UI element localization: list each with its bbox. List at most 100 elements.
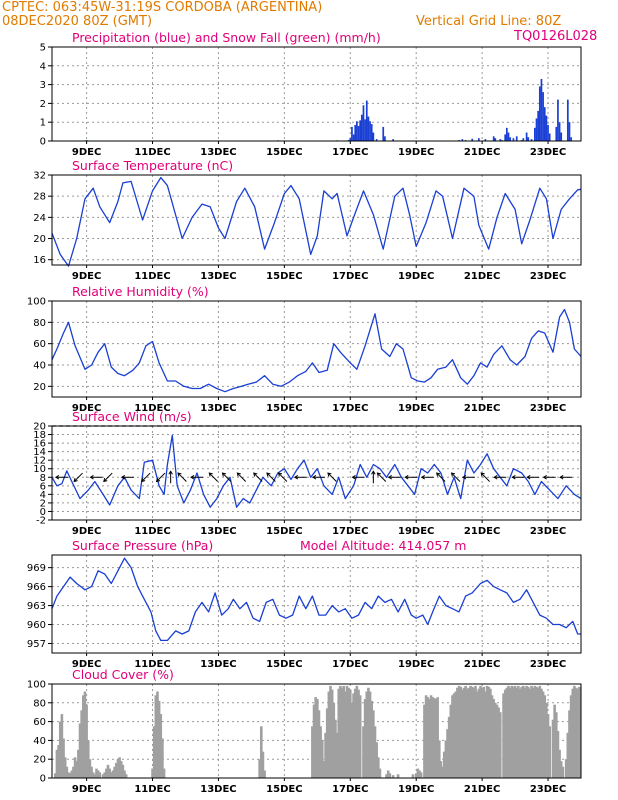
cloud-bar — [461, 689, 464, 778]
cloud-bar — [88, 759, 92, 778]
cloud-bar — [434, 699, 438, 778]
wind-arrow — [493, 475, 507, 480]
cloud-bar — [428, 699, 431, 778]
cloud-bar — [327, 691, 331, 778]
wind-arrow-head — [155, 477, 161, 483]
wind-arrow-head — [120, 475, 126, 480]
pressure-ytick-label: 969 — [27, 563, 46, 574]
cloud-bar — [263, 770, 266, 778]
cloud-bar — [65, 766, 69, 778]
humidity-xtick-label: 21DEC — [464, 403, 500, 414]
precip-bar — [543, 107, 546, 141]
cloud-bar — [571, 688, 575, 778]
cloud-bar — [93, 774, 97, 778]
precip-xtick-label: 19DEC — [398, 147, 434, 158]
wind-xtick-label: 23DEC — [530, 526, 566, 537]
humidity-ytick-label: 40 — [33, 361, 46, 372]
cloud-bar — [494, 702, 497, 778]
wind-arrow-shaft — [480, 472, 490, 482]
cloud-bar — [67, 772, 70, 778]
pressure-ytick-label: 963 — [27, 601, 46, 612]
cloud-bar — [57, 745, 60, 778]
wind-arrow-shaft — [208, 472, 219, 482]
pressure-xtick-label: 21DEC — [464, 659, 500, 670]
wind-ytick-label: -2 — [36, 516, 46, 527]
precip-bar — [505, 127, 508, 141]
precip-bar — [535, 118, 538, 141]
cloud-bar — [464, 685, 467, 778]
cloud-bar — [376, 757, 380, 778]
humidity-xtick-label: 23DEC — [530, 403, 566, 414]
wind-arrow-head — [54, 475, 60, 480]
cloud-bar — [531, 687, 535, 778]
cloud-bar — [530, 685, 533, 778]
precip-ytick-label: 5 — [40, 43, 46, 54]
precip-bar — [369, 121, 371, 141]
precip-bar — [547, 125, 549, 141]
cloud-bar — [396, 774, 400, 778]
cloud-bar — [114, 762, 118, 778]
cloud-bar — [161, 738, 164, 778]
cloud-bar — [525, 685, 528, 778]
wind-arrow-head — [461, 475, 467, 480]
temperature-xtick-label: 19DEC — [398, 271, 434, 282]
wind-arrow-shaft — [156, 472, 166, 482]
cloud-bar — [357, 689, 360, 778]
cloud-ytick-label: 20 — [33, 755, 46, 766]
cloud-bar — [151, 768, 154, 778]
pressure-ytick-label: 957 — [27, 639, 46, 650]
precip-bar — [538, 86, 541, 141]
cloud-bar — [507, 685, 510, 778]
wind-arrow — [420, 475, 434, 480]
cloud-bar — [362, 726, 365, 778]
cloud-bar — [58, 721, 62, 778]
wind-xtick-label: 17DEC — [332, 526, 368, 537]
wind-arrow-shaft — [436, 472, 446, 482]
precip-bar — [560, 132, 563, 141]
wind-arrow — [559, 475, 573, 480]
precip-bar — [367, 116, 370, 141]
wind-arrow-shaft — [222, 472, 232, 482]
cloud-bar — [535, 686, 538, 778]
cloud-bar — [118, 757, 121, 778]
wind-arrow-head — [190, 475, 195, 480]
pressure-xtick-label: 23DEC — [530, 659, 566, 670]
cloud-bar — [546, 714, 550, 778]
grid-line-note: Vertical Grid Line: 80Z — [416, 14, 561, 29]
cloud-bar — [62, 738, 65, 778]
cloud-bar — [424, 695, 428, 778]
cloud-bar — [314, 697, 317, 778]
cloud-bar — [508, 687, 512, 778]
cloud-bar — [63, 757, 67, 778]
cloud-xtick-label: 15DEC — [266, 784, 302, 795]
humidity-frame — [51, 300, 582, 398]
cloud-ytick-label: 40 — [33, 736, 46, 747]
precip-bar — [375, 139, 378, 141]
cloud-bar — [258, 759, 261, 778]
cloud-bar — [259, 726, 263, 778]
cloud-bar — [418, 770, 421, 778]
cloud-bar — [391, 775, 395, 778]
cloud-bar — [261, 751, 265, 778]
precip-bar — [471, 138, 474, 141]
cloud-bar — [83, 691, 87, 778]
cloud-bar — [498, 712, 502, 778]
cloud-bar — [363, 699, 367, 778]
precip-bar — [548, 133, 551, 141]
cloud-bar — [503, 689, 507, 778]
wind-ytick-label: 6 — [40, 481, 46, 492]
precip-bar — [558, 122, 561, 141]
cloud-bar — [159, 714, 163, 778]
cloud-bar — [370, 700, 374, 778]
cloud-bar — [447, 716, 451, 778]
cloud-ytick-label: 80 — [33, 698, 46, 709]
cloud-bar — [73, 757, 77, 778]
precip-bar — [362, 105, 365, 141]
precip-bar — [370, 124, 373, 141]
cloud-bar — [152, 726, 156, 778]
wind-arrow-shaft — [377, 472, 387, 482]
cloud-bar — [426, 697, 430, 778]
cloud-bar — [512, 686, 515, 778]
precip-bar — [349, 138, 352, 141]
cloud-bar — [119, 761, 123, 778]
